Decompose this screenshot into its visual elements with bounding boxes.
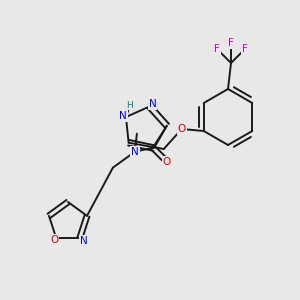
- Text: N: N: [119, 111, 127, 121]
- Text: N: N: [149, 100, 156, 110]
- Text: N: N: [131, 147, 139, 157]
- Text: F: F: [214, 44, 220, 54]
- Text: O: O: [163, 157, 171, 167]
- Text: F: F: [242, 44, 248, 54]
- Text: O: O: [178, 124, 186, 134]
- Text: N: N: [80, 236, 88, 246]
- Text: O: O: [50, 235, 58, 245]
- Text: F: F: [228, 38, 234, 48]
- Text: H: H: [127, 100, 133, 109]
